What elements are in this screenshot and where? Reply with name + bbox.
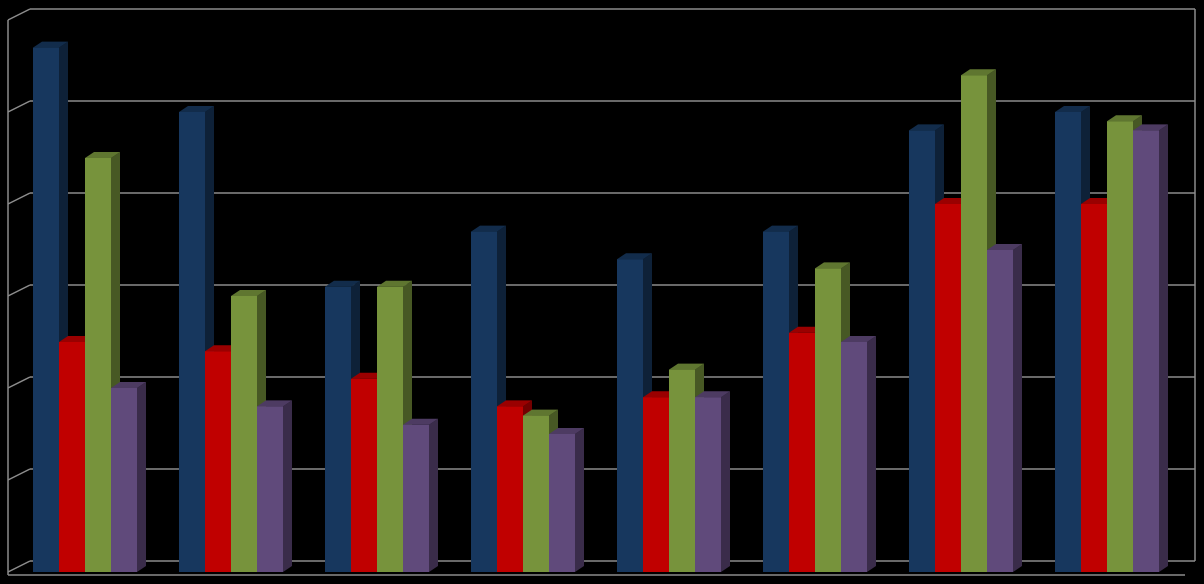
grid-line-side [7,560,31,573]
bar-group [841,336,876,572]
bar [909,130,935,572]
bar [961,75,987,572]
bar-top [695,391,730,398]
bar-group [1133,124,1168,573]
bar-top [179,106,214,112]
grid-line-side [7,468,31,481]
bar-group [403,418,438,572]
bar [1133,130,1159,572]
bar-top [471,225,506,232]
bar [695,397,721,572]
bar [841,342,867,572]
grid-line-side [7,376,31,389]
bar [669,369,695,572]
bar [351,378,377,572]
bar-top [497,400,532,407]
bar [1055,112,1081,572]
bar-side [1013,244,1022,572]
bar-top [325,280,360,287]
bar [33,47,59,573]
bar [179,112,205,572]
bar-group [85,152,120,572]
bar-top [33,41,68,48]
bar [205,351,231,572]
bar-top [841,336,876,342]
bar-side [1159,124,1168,573]
bar-group [549,428,584,572]
bar [763,231,789,572]
bar-top [1107,115,1142,122]
bar-top [617,253,652,260]
bar-group [695,391,730,572]
grid-line-side [7,192,31,205]
bar-top [669,363,704,370]
bar-top [85,152,120,158]
bar [789,332,815,572]
bar-side [137,382,146,572]
grid-line-side [7,8,31,21]
bar [325,286,351,572]
bar [935,204,961,572]
bar [257,406,283,572]
bar-side [721,391,730,572]
bar-side [867,336,876,572]
bar-top [1133,124,1168,131]
bar-top [257,400,292,407]
bar-group [987,244,1022,572]
bar [523,415,549,572]
grid-line-side [7,284,31,297]
bar-top [815,262,850,269]
bar-group [111,382,146,572]
bar-top [1055,106,1090,112]
bar [471,231,497,572]
bar-top [961,69,996,76]
bar-group [179,106,214,572]
grid-line-side [7,100,31,113]
bar-group [257,400,292,572]
bar-side [575,428,584,572]
bar [643,397,669,572]
bar [85,158,111,572]
bar-top [549,428,584,434]
bar-top [987,244,1022,250]
bar [1081,204,1107,572]
bar-top [231,290,266,296]
bar-top [111,382,146,388]
bar [549,434,575,572]
bar-top [763,225,798,232]
bar [111,388,137,572]
bar [403,424,429,572]
bar [1107,121,1133,572]
bar [617,259,643,572]
bar-top [909,124,944,131]
bar-top [403,418,438,425]
bar-top [377,280,412,287]
bar [815,268,841,572]
bar-top [523,409,558,416]
bar [231,296,257,572]
bar-side [283,400,292,572]
bar [377,286,403,572]
bar [497,406,523,572]
bar [987,250,1013,572]
bar-side [429,418,438,572]
bar [59,342,85,572]
bar-group [377,280,412,572]
